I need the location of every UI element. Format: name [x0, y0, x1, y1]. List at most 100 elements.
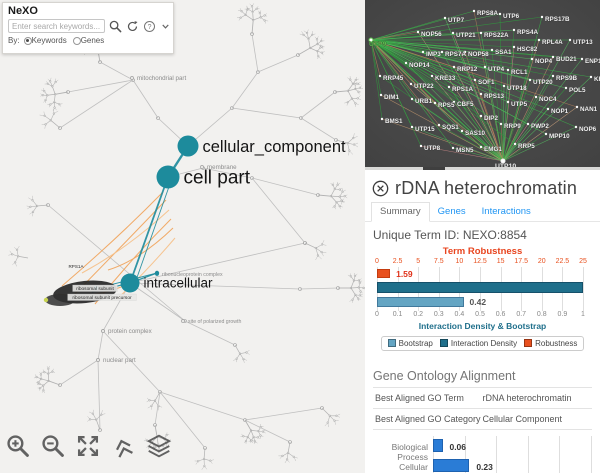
term-label[interactable]: ribonucleoprotein complex	[162, 272, 223, 278]
term-node-cellular-component[interactable]	[177, 135, 199, 157]
fractal-subtrees	[8, 3, 365, 470]
zoom-out-icon[interactable]	[41, 434, 65, 458]
scrollbar-thumb[interactable]	[423, 167, 445, 170]
interaction-network-panel[interactable]: RPS8A UTP6 RPS17B UTP7 NOP56 UTP21 RPS22A RPS4A…	[365, 0, 600, 170]
gene-label[interactable]: NOP1	[551, 108, 569, 115]
gene-label[interactable]: MPP10	[549, 133, 571, 140]
gene-label[interactable]: UTP13	[573, 39, 594, 46]
gene-label[interactable]: NOP4	[535, 58, 553, 65]
gene-label[interactable]: UTP5	[511, 101, 528, 108]
gene-label[interactable]: RRP9	[504, 123, 522, 130]
gene-label[interactable]: UTP6	[503, 13, 520, 20]
term-node-label[interactable]: cellular_component	[203, 138, 347, 156]
gene-label[interactable]: RPS4A	[517, 29, 539, 36]
tab-summary[interactable]: Summary	[371, 202, 430, 222]
gene-label[interactable]: URB1	[415, 98, 433, 105]
radio-label[interactable]: Keywords	[31, 36, 67, 45]
term-node-cell-part[interactable]	[156, 165, 180, 189]
interaction-edges	[370, 10, 592, 162]
term-label[interactable]: site of polarized growth	[188, 319, 241, 325]
legend-item: Bootstrap	[387, 339, 433, 348]
double-chevron-up-icon[interactable]	[111, 434, 135, 458]
gene-label[interactable]: DIP2	[484, 115, 499, 122]
layers-icon[interactable]	[146, 433, 172, 459]
gene-label[interactable]: KRR1	[594, 76, 600, 83]
gene-label[interactable]: NOP56	[421, 31, 443, 38]
gene-label[interactable]: RPS9B	[556, 75, 578, 82]
gene-label[interactable]: RCL1	[511, 69, 528, 76]
help-icon[interactable]: ?	[143, 20, 156, 33]
term-node-label[interactable]: cell part	[184, 168, 251, 189]
gene-label[interactable]: DIM1	[384, 94, 400, 101]
gene-label[interactable]: CBF5	[457, 101, 474, 108]
gene-label[interactable]: RPS22A	[484, 32, 509, 39]
gene-label[interactable]: PWP2	[531, 123, 550, 130]
gene-hub-label[interactable]: UTP9	[369, 41, 387, 48]
gene-label[interactable]: ENP1	[585, 58, 600, 65]
cluster-term-label[interactable]: ribosomal subunit precursor	[72, 295, 132, 301]
ontology-canvas[interactable]: RPS1A ribosomal subunit ribosomal subunit …	[0, 0, 365, 473]
cluster-term-label[interactable]: RPS1A	[68, 264, 84, 269]
refresh-icon[interactable]	[126, 20, 139, 33]
term-label[interactable]: protein complex	[108, 328, 153, 335]
gene-label[interactable]: NAN1	[580, 106, 598, 113]
gene-label[interactable]: POL5	[569, 87, 586, 94]
search-input[interactable]	[8, 19, 105, 33]
term-node-label[interactable]: intracellular	[144, 276, 214, 291]
gene-label[interactable]: RPL4A	[542, 39, 564, 46]
gene-hub-label[interactable]: UTP10	[495, 163, 517, 170]
radio-genes[interactable]	[72, 36, 81, 45]
zoom-in-icon[interactable]	[6, 434, 30, 458]
gene-label[interactable]: BMS1	[385, 118, 403, 125]
close-icon[interactable]	[372, 180, 389, 197]
gene-label[interactable]: BUD21	[556, 56, 578, 63]
gene-label[interactable]: RRP5	[518, 143, 536, 150]
gene-label[interactable]: NOP6	[579, 126, 597, 133]
gene-label[interactable]: UTP8	[424, 145, 441, 152]
radio-label[interactable]: Genes	[80, 36, 105, 45]
search-icon[interactable]	[109, 20, 122, 33]
gene-label[interactable]: UTP4	[488, 66, 505, 73]
radio-keywords[interactable]	[23, 36, 32, 45]
gene-label[interactable]: EMG1	[484, 146, 503, 153]
gene-label[interactable]: KRE33	[435, 75, 456, 82]
gene-label[interactable]: UTP21	[456, 32, 477, 39]
gene-label[interactable]: RPS17B	[545, 16, 570, 23]
gene-label[interactable]: UTP7	[448, 17, 465, 24]
gene-label[interactable]: UTP15	[415, 126, 436, 133]
gene-label[interactable]: NOP58	[468, 51, 490, 58]
by-label: By:	[8, 36, 20, 45]
cluster-term-label[interactable]: ribosomal subunit	[76, 286, 114, 292]
go-alignment-heading: Gene Ontology Alignment	[373, 369, 516, 383]
gene-label[interactable]: IMP3	[426, 51, 442, 58]
network-scrollbar[interactable]	[365, 167, 600, 170]
gene-label[interactable]: UTP22	[414, 83, 435, 90]
gene-label[interactable]: SSA1	[495, 49, 512, 56]
term-label[interactable]: nuclear part	[103, 357, 136, 364]
gene-label[interactable]: RPS13	[484, 93, 505, 100]
robustness-chart: Term Robustness 0 2.5 5 7.5 10 12.5 15 17.5 20 22…	[373, 246, 592, 362]
tab-interactions[interactable]: Interactions	[481, 206, 531, 217]
tab-genes[interactable]: Genes	[437, 206, 466, 217]
gene-label[interactable]: UTP18	[507, 85, 528, 92]
term-node-intracellular[interactable]	[120, 273, 140, 293]
gene-label[interactable]: RPS1A	[452, 86, 474, 93]
gene-label[interactable]: SAS10	[465, 130, 486, 137]
gene-label[interactable]: RPS5	[438, 102, 455, 109]
fit-icon[interactable]	[76, 434, 100, 458]
gene-label[interactable]: SQS1	[442, 124, 460, 131]
ontology-network[interactable]: RPS1A ribosomal subunit ribosomal subunit …	[0, 0, 365, 473]
gene-label[interactable]: RPS7A	[445, 51, 467, 58]
gene-label[interactable]: RPS8A	[477, 10, 499, 17]
gene-label[interactable]: RRP45	[383, 75, 404, 82]
term-label[interactable]: mitochondrial part	[137, 75, 186, 82]
gene-label[interactable]: NOP14	[409, 62, 431, 69]
gene-label[interactable]: UTP20	[533, 79, 554, 86]
gene-label[interactable]: HSC82	[517, 46, 538, 53]
gene-label[interactable]: MSN5	[456, 147, 474, 154]
gene-label[interactable]: NOC4	[539, 96, 557, 103]
gene-label[interactable]: SOF1	[478, 79, 495, 86]
gene-label[interactable]: RRP12	[457, 66, 478, 73]
term-label[interactable]: membrane	[207, 164, 237, 171]
chevron-down-icon[interactable]	[160, 21, 171, 32]
